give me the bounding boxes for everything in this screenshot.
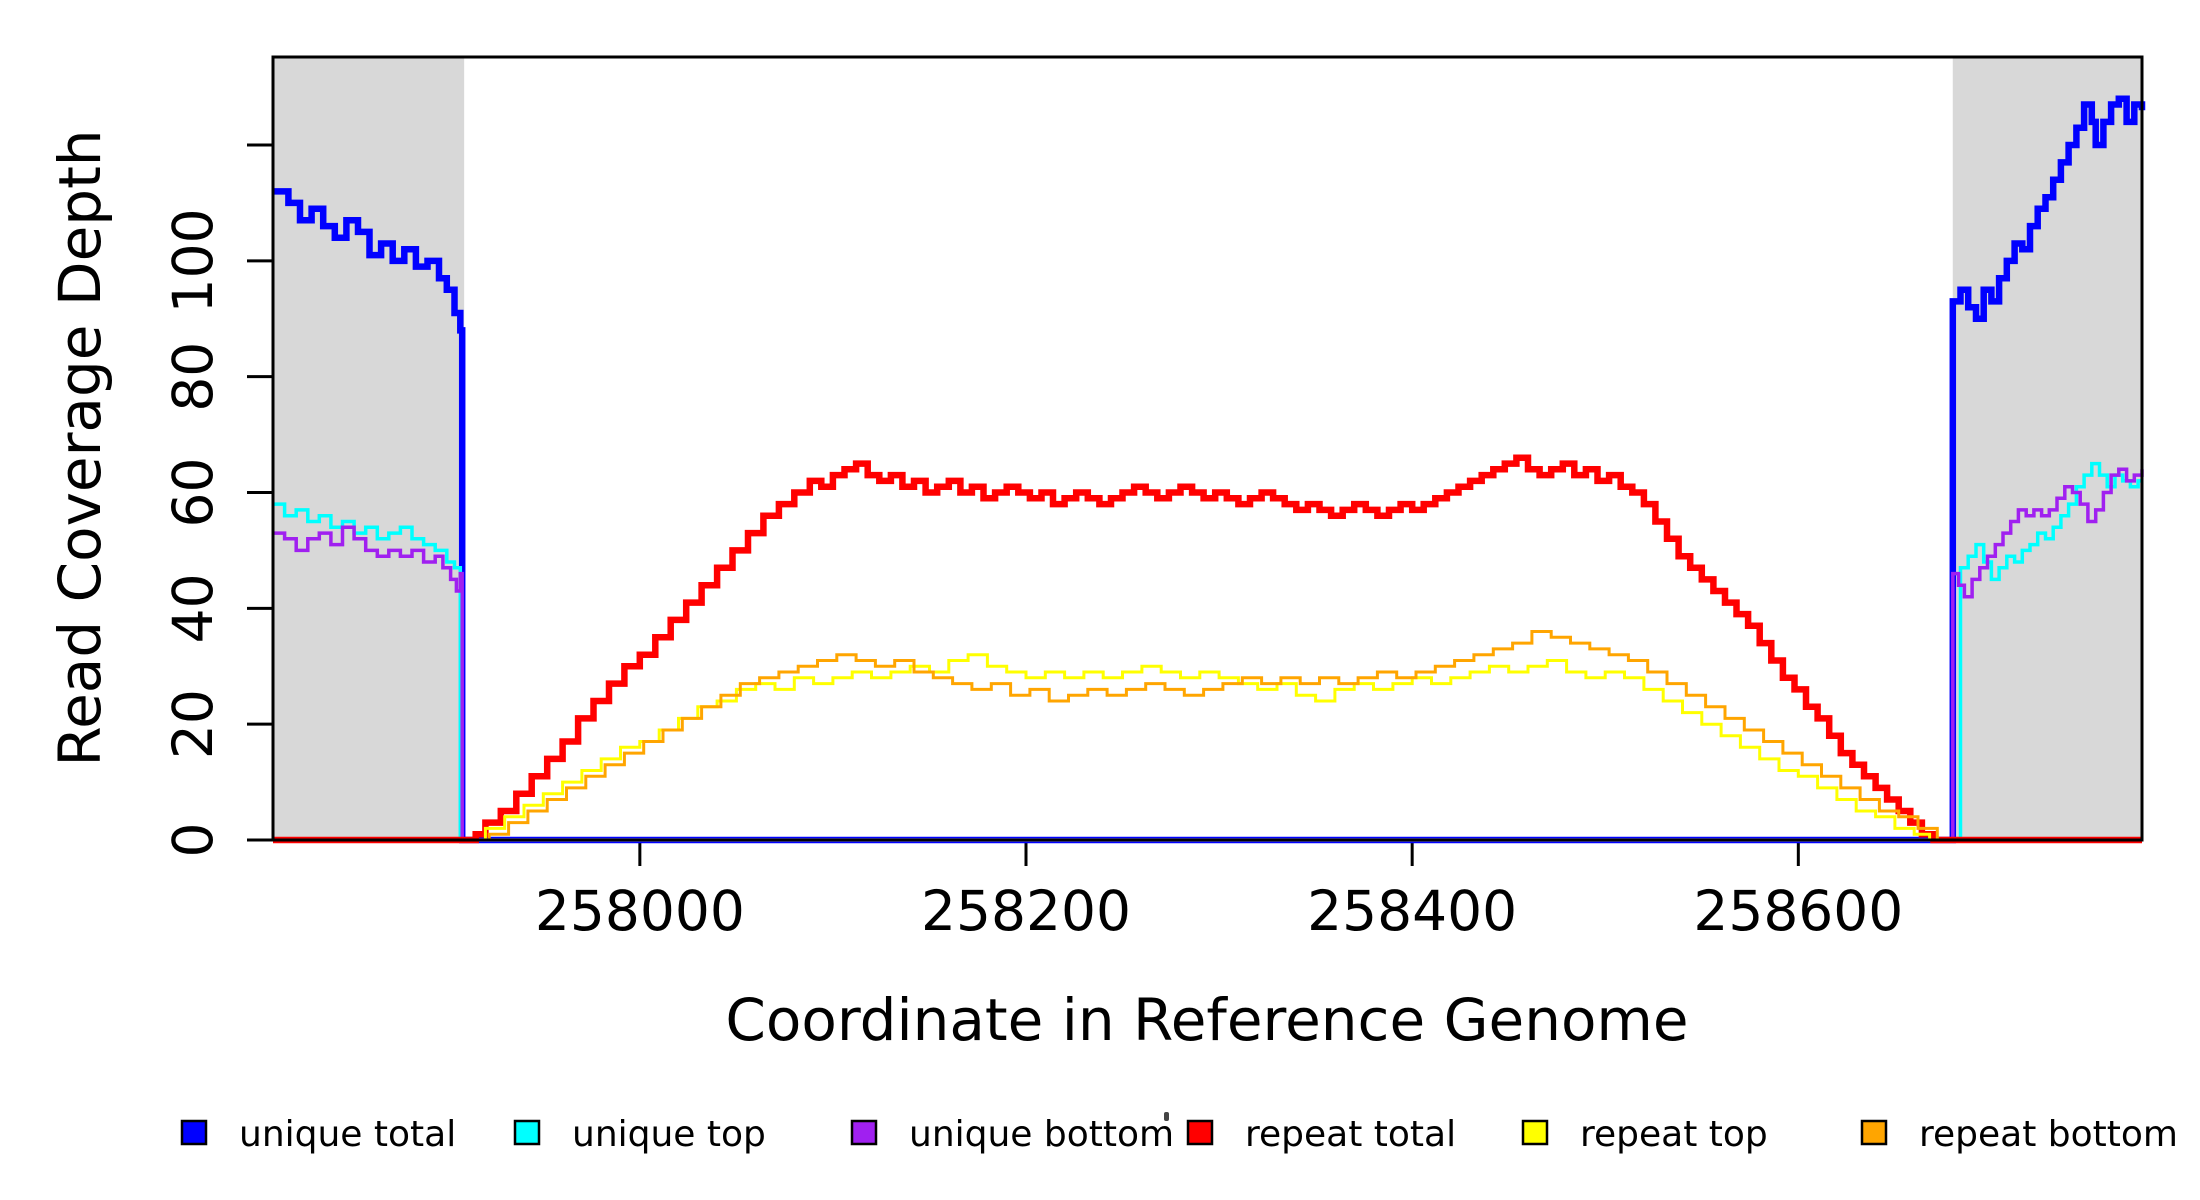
series-line-unique-top — [273, 461, 2142, 842]
legend-swatch — [1186, 1119, 1214, 1146]
y-axis-title: Read Coverage Depth — [46, 129, 114, 766]
series-line-unique-bottom — [273, 467, 2144, 842]
shaded-regions — [273, 57, 2142, 840]
legend-label: repeat bottom — [1919, 1114, 2178, 1155]
y-tick-label: 100 — [161, 208, 225, 313]
legend-label: repeat total — [1245, 1114, 1456, 1155]
y-tick-label: 40 — [161, 573, 225, 643]
series-line-repeat-top — [273, 653, 2142, 842]
legend-label: unique top — [572, 1114, 766, 1155]
series-line-repeat-total — [273, 454, 2142, 844]
y-tick-label: 0 — [161, 823, 225, 858]
y-tick-label: 20 — [161, 689, 225, 759]
legend-item-unique-top: unique top — [513, 1114, 766, 1155]
plot-border — [271, 55, 2144, 842]
legend-item-unique-total: unique total — [180, 1114, 456, 1155]
legend-swatch — [1860, 1119, 1888, 1146]
legend-item-repeat-total: repeat total — [1186, 1114, 1456, 1155]
legend-swatch — [513, 1119, 541, 1146]
x-tick-label: 258000 — [535, 879, 745, 943]
x-tick-label: 258400 — [1307, 879, 1517, 943]
x-tick-label: 258600 — [1693, 879, 1903, 943]
axes: 0 20 40 60 80 100 258000 258200 258400 258600 — [161, 143, 1903, 943]
legend-label: repeat top — [1580, 1114, 1768, 1155]
y-tick-label: 60 — [161, 458, 225, 528]
legend-label: unique total — [239, 1114, 456, 1155]
series-lines — [273, 95, 2146, 844]
shaded-region-0 — [273, 57, 465, 840]
shaded-region-1 — [1952, 57, 2142, 840]
stray-dot — [1164, 1112, 1169, 1121]
x-axis-title: Coordinate in Reference Genome — [725, 986, 1688, 1054]
legend-label: unique bottom — [909, 1114, 1174, 1155]
legend-item-repeat-bottom: repeat bottom — [1860, 1114, 2178, 1155]
x-tick-label: 258200 — [921, 879, 1131, 943]
legend-swatch — [180, 1119, 208, 1146]
y-tick-label: 80 — [161, 342, 225, 412]
legend-item-repeat-top: repeat top — [1521, 1114, 1768, 1155]
series-line-unique-total — [273, 95, 2146, 844]
legend-swatch — [1521, 1119, 1549, 1146]
series-line-repeat-bottom — [273, 630, 2142, 842]
legend-swatch — [850, 1119, 878, 1146]
legend-item-unique-bottom: unique bottom — [850, 1114, 1174, 1155]
legend: unique total unique top unique bottom repea… — [180, 1114, 2178, 1155]
